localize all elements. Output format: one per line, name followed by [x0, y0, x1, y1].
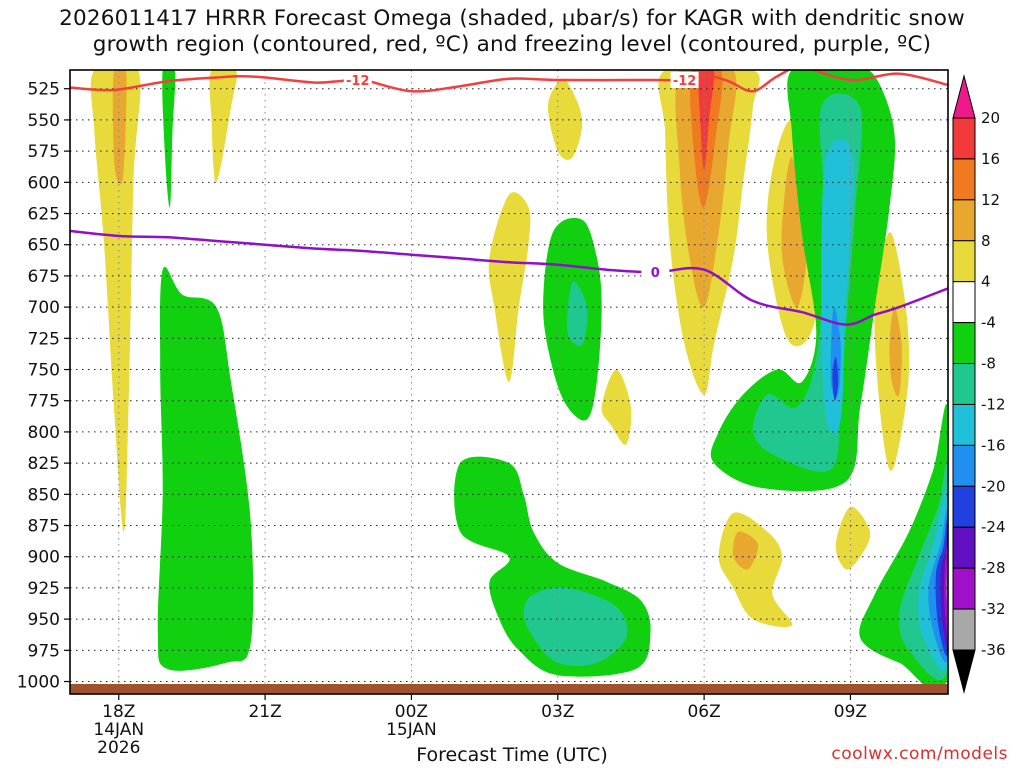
- y-tick-label-550: 550: [28, 111, 60, 131]
- chart-title: 2026011417 HRRR Forecast Omega (shaded, …: [0, 6, 1024, 58]
- omega-region-1: [112, 70, 127, 185]
- x-tick-label-15-0: 09Z: [834, 702, 867, 722]
- colorbar-box-13: [952, 608, 976, 651]
- colorbar-box-5: [952, 281, 976, 324]
- omega-region-27: [832, 356, 839, 401]
- colorbar-box-6: [952, 322, 976, 365]
- ground-surface: [70, 684, 948, 694]
- dgz-contour-label-1: -12: [673, 74, 697, 89]
- y-tick-label-675: 675: [28, 267, 60, 287]
- colorbar-label-1: 16: [981, 150, 1000, 168]
- colorbar-label-10: -24: [981, 518, 1006, 536]
- colorbar-label-7: -12: [981, 395, 1006, 413]
- freezing-level-contour: [70, 229, 948, 326]
- y-tick-label-525: 525: [28, 80, 60, 100]
- colorbar-label-13: -36: [981, 641, 1006, 659]
- x-tick-label-0-1: 14JAN: [93, 720, 144, 740]
- y-tick-label-700: 700: [28, 298, 60, 318]
- y-tick-label-850: 850: [28, 485, 60, 505]
- x-tick-label-6-0: 00Z: [395, 702, 428, 722]
- omega-region-2: [162, 70, 176, 208]
- freezing-level-contour-label-0: 0: [651, 266, 660, 281]
- colorbar-box-8: [952, 403, 976, 446]
- title-line-1: 2026011417 HRRR Forecast Omega (shaded, …: [59, 6, 965, 31]
- y-axis: 525 550 575 600 625 650 675 700 725 750 775 800 825 8…: [17, 80, 70, 693]
- dgz-contour-label-bg-0: [343, 71, 372, 88]
- omega-region-0: [90, 70, 141, 532]
- grid-layer: [70, 70, 948, 694]
- colorbar-label-6: -8: [981, 355, 996, 373]
- dgz-contour-label-0: -12: [346, 74, 370, 89]
- omega-region-20: [718, 512, 793, 628]
- y-tick-label-825: 825: [28, 454, 60, 474]
- y-tick-label-925: 925: [28, 579, 60, 599]
- dgz-contour: [70, 70, 948, 93]
- y-tick-label-975: 975: [28, 641, 60, 661]
- dgz-contour-label-bg-1: [670, 71, 699, 88]
- omega-region-21: [732, 531, 759, 570]
- colorbar-box-7: [952, 363, 976, 405]
- y-tick-label-800: 800: [28, 423, 60, 443]
- omega-region-17: [781, 157, 807, 308]
- colorbar-box-1: [952, 117, 976, 160]
- y-tick-label-725: 725: [28, 329, 60, 349]
- x-tick-label-9-0: 03Z: [541, 702, 574, 722]
- omega-region-3: [209, 70, 237, 183]
- omega-region-4: [157, 266, 254, 671]
- y-tick-label-775: 775: [28, 392, 60, 412]
- omega-region-22: [835, 506, 871, 570]
- colorbar-bottom-arrow: [952, 649, 976, 694]
- freezing-level-contour-label-bg-0: [641, 264, 670, 281]
- colorbar-box-3: [952, 199, 976, 242]
- y-tick-label-950: 950: [28, 610, 60, 630]
- x-tick-label-0-2: 2026: [97, 738, 140, 758]
- omega-region-11: [523, 587, 628, 666]
- colorbar-box-10: [952, 485, 976, 528]
- omega-region-5: [548, 78, 583, 160]
- colorbar-label-8: -16: [981, 436, 1006, 454]
- x-tick-label-3-0: 21Z: [248, 702, 281, 722]
- colorbar-box-9: [952, 444, 976, 487]
- omega-region-9: [601, 369, 632, 445]
- y-tick-label-625: 625: [28, 205, 60, 225]
- x-tick-label-6-1: 15JAN: [386, 720, 437, 740]
- omega-region-8: [567, 281, 588, 346]
- omega-region-25: [821, 138, 854, 434]
- colorbar-label-3: 8: [981, 232, 991, 250]
- colorbar-label-0: 20: [981, 109, 1000, 127]
- y-tick-label-650: 650: [28, 236, 60, 256]
- colorbar-box-12: [952, 567, 976, 610]
- y-tick-label-750: 750: [28, 361, 60, 381]
- y-tick-label-875: 875: [28, 517, 60, 537]
- omega-region-6: [488, 192, 531, 382]
- colorbar-label-12: -32: [981, 600, 1006, 618]
- colorbar-label-11: -28: [981, 559, 1006, 577]
- colorbar-top-arrow: [952, 74, 976, 119]
- colorbar-label-4: 4: [981, 273, 991, 291]
- credit-text: coolwx.com/models: [831, 744, 1008, 764]
- plot-frame: [69, 69, 949, 695]
- colorbar-label-5: -4: [981, 314, 996, 332]
- colorbar-label-9: -20: [981, 477, 1006, 495]
- y-tick-label-900: 900: [28, 548, 60, 568]
- contour-layer: -12 -12 0: [70, 70, 948, 326]
- title-line-2: growth region (contoured, red, ºC) and f…: [92, 32, 932, 57]
- colorbar-box-2: [952, 158, 976, 201]
- y-tick-label-1000: 1000: [17, 673, 60, 693]
- y-tick-label-600: 600: [28, 173, 60, 193]
- colorbar-box-11: [952, 526, 976, 569]
- colorbar: 20 16 12 8 4 -4 -8 -12 -16 -20 -24 -28 -32 -36: [952, 74, 1006, 694]
- colorbar-label-2: 12: [981, 191, 1000, 209]
- y-tick-label-575: 575: [28, 142, 60, 162]
- x-tick-label-0-0: 18Z: [102, 702, 135, 722]
- omega-fill-layer: [90, 70, 948, 693]
- omega-region-19: [889, 307, 902, 397]
- x-axis-label: Forecast Time (UTC): [416, 744, 608, 766]
- colorbar-box-4: [952, 240, 976, 283]
- x-tick-label-12-0: 06Z: [687, 702, 720, 722]
